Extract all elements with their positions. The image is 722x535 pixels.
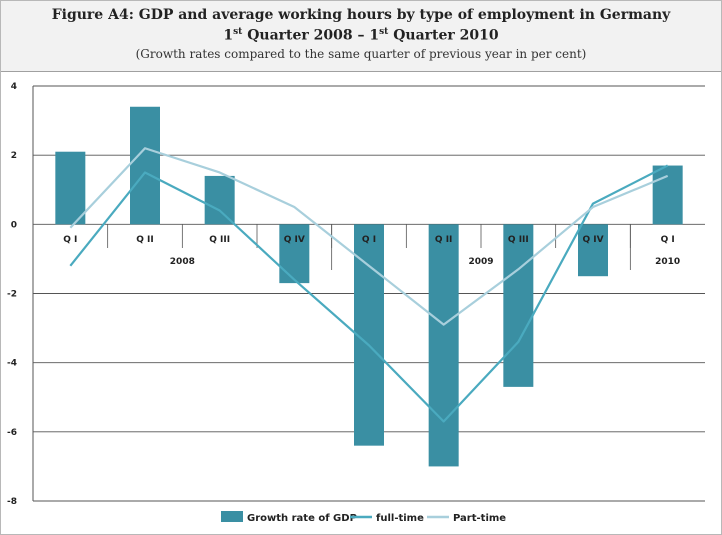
- legend-label-gdp: Growth rate of GDP: [247, 513, 357, 524]
- legend-swatch-gdp: [221, 511, 243, 522]
- x-tick-label: Q I: [362, 235, 376, 245]
- gdp-bar: [55, 151, 86, 225]
- x-tick-label: Q III: [209, 235, 230, 245]
- gdp-bar: [578, 224, 608, 277]
- gdp-bar: [130, 106, 160, 225]
- y-tick-label: -4: [7, 359, 17, 369]
- y-tick-label: 2: [11, 151, 17, 161]
- x-tick-label: Q I: [63, 235, 77, 245]
- gdp-bar: [279, 224, 310, 284]
- chart-title: Figure A4: GDP and average working hours…: [51, 7, 671, 23]
- chart-subtitle: (Growth rates compared to the same quart…: [135, 47, 587, 61]
- x-tick-label: Q II: [136, 235, 153, 245]
- gdp-bar: [503, 224, 534, 387]
- gdp-bar: [428, 224, 459, 467]
- y-tick-label: -6: [7, 428, 17, 438]
- x-tick-label: Q IV: [284, 235, 305, 245]
- legend-label-part-time: Part-time: [453, 513, 506, 524]
- gdp-bar: [204, 175, 235, 225]
- gdp-bar: [652, 165, 683, 225]
- y-tick-label: -8: [7, 497, 17, 507]
- x-year-label: 2009: [468, 257, 493, 267]
- y-tick-label: 4: [11, 82, 17, 92]
- gdp-bar: [354, 224, 384, 446]
- y-tick-label: -2: [7, 290, 17, 300]
- legend-label-full-time: full-time: [376, 513, 424, 524]
- x-year-label: 2010: [655, 257, 680, 267]
- chart-title-line2: 1st Quarter 2008 – 1st Quarter 2010: [223, 27, 499, 44]
- part-time-line: [69, 147, 669, 326]
- x-tick-label: Q II: [435, 235, 452, 245]
- x-tick-label: Q I: [661, 235, 675, 245]
- x-year-label: 2008: [170, 257, 195, 267]
- y-tick-label: 0: [11, 220, 17, 230]
- full-time-line: [69, 164, 669, 423]
- x-tick-label: Q IV: [582, 235, 603, 245]
- chart-header: Figure A4: GDP and average working hours…: [1, 1, 721, 72]
- x-tick-label: Q III: [508, 235, 529, 245]
